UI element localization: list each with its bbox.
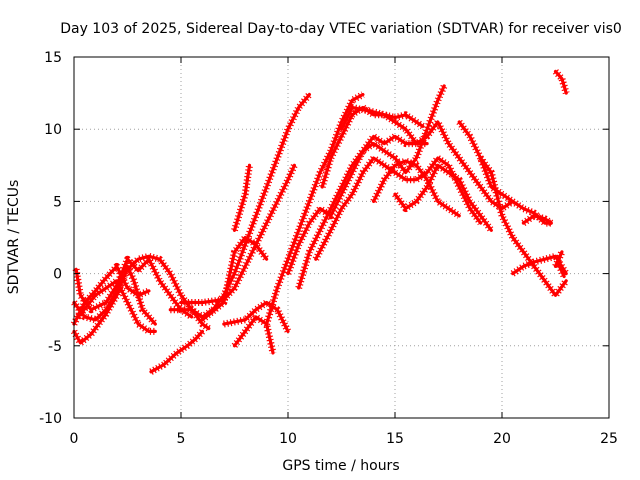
series-line <box>553 69 568 95</box>
series-markers <box>477 156 570 299</box>
y-tick-label: -10 <box>39 411 62 427</box>
series-markers <box>284 118 515 275</box>
series-line <box>297 84 446 290</box>
grid <box>74 57 609 418</box>
series-arc-7 <box>168 92 313 321</box>
series-arc-15 <box>295 84 448 290</box>
series-arc-18 <box>338 104 425 131</box>
series-markers <box>71 252 211 332</box>
y-tick-label: 0 <box>53 267 62 283</box>
series-arc-24 <box>521 212 554 226</box>
x-tick-label: 10 <box>279 431 297 447</box>
y-tick-label: 5 <box>53 194 62 210</box>
series-arc-9 <box>200 234 270 323</box>
x-tick-label: 25 <box>600 431 618 447</box>
series-arc-22 <box>477 156 570 299</box>
series-arc-4 <box>71 252 211 332</box>
series-markers <box>181 163 298 306</box>
series-markers <box>318 104 428 188</box>
series-markers <box>231 313 277 354</box>
y-tick-label: -5 <box>48 339 62 355</box>
series-line <box>479 156 568 297</box>
series-markers <box>231 164 253 232</box>
y-tick-label: 15 <box>44 50 62 66</box>
series-line <box>149 329 204 374</box>
series-markers <box>370 157 462 219</box>
x-tick-label: 15 <box>386 431 404 447</box>
series-arc-25 <box>552 248 568 279</box>
series-markers <box>338 104 425 131</box>
series-markers <box>552 69 570 95</box>
data-series <box>70 69 570 375</box>
series-markers <box>70 262 158 347</box>
series-markers <box>392 161 495 233</box>
x-axis-label: GPS time / hours <box>282 458 399 474</box>
chart-title: Day 103 of 2025, Sidereal Day-to-day VTE… <box>60 21 622 37</box>
axis-ticks: 0 5 10 15 20 25 -10 -5 0 5 10 15 <box>39 50 618 447</box>
series-markers <box>223 299 292 333</box>
series-markers <box>263 91 365 326</box>
plot-frame <box>73 56 610 419</box>
x-tick-label: 0 <box>70 431 79 447</box>
series-markers <box>200 234 270 323</box>
series-arc-12 <box>231 313 277 355</box>
series-arc-20 <box>392 161 495 233</box>
series-arc-14 <box>284 118 515 276</box>
series-arc-26 <box>552 69 570 95</box>
series-markers <box>552 248 568 278</box>
series-arc-19 <box>370 157 462 219</box>
y-axis-label: SDTVAR / TECUs <box>6 180 22 295</box>
series-arc-11 <box>222 299 292 333</box>
series-arc-8 <box>179 163 298 306</box>
series-arc-5 <box>75 277 157 335</box>
series-markers <box>456 119 552 227</box>
x-tick-label: 5 <box>177 431 186 447</box>
series-markers <box>149 329 206 375</box>
series-markers <box>75 277 156 335</box>
series-markers <box>170 92 313 321</box>
series-arc-17 <box>318 104 429 189</box>
series-markers <box>510 252 570 277</box>
series-arc-13 <box>263 91 365 326</box>
x-tick-label: 20 <box>493 431 511 447</box>
series-arc-6 <box>149 329 206 375</box>
y-tick-label: 10 <box>44 122 62 138</box>
series-markers <box>521 212 554 226</box>
series-arc-10 <box>231 163 253 232</box>
